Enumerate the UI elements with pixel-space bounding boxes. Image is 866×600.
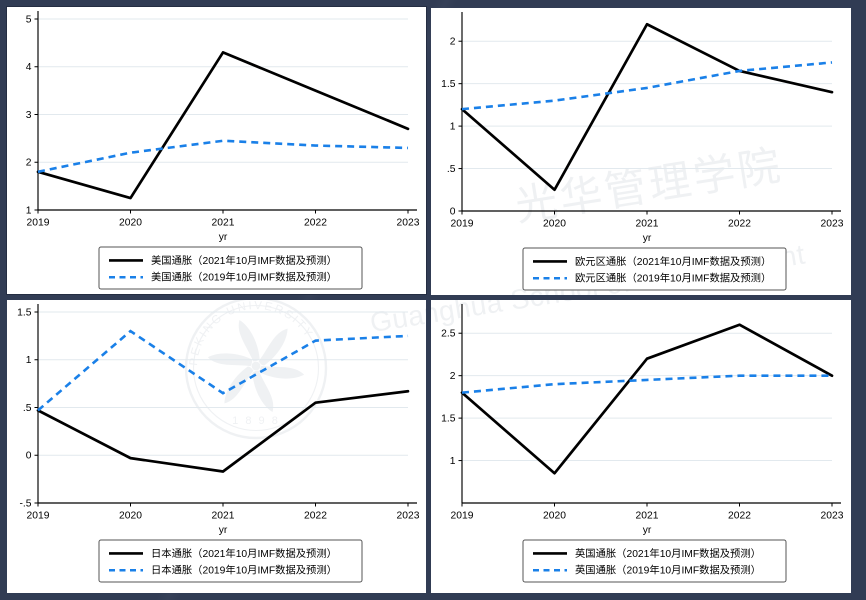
svg-text:2021: 2021: [636, 511, 659, 522]
svg-text:欧元区通胀（2021年10月IMF数据及预测）: 欧元区通胀（2021年10月IMF数据及预测）: [575, 255, 771, 268]
svg-text:1.5: 1.5: [17, 307, 32, 318]
svg-text:.5: .5: [23, 403, 32, 414]
svg-text:yr: yr: [643, 525, 652, 536]
svg-text:yr: yr: [643, 233, 652, 244]
svg-text:5: 5: [26, 14, 32, 25]
svg-text:1: 1: [450, 456, 456, 467]
svg-text:2023: 2023: [821, 219, 844, 230]
svg-text:1.5: 1.5: [441, 79, 456, 90]
svg-text:2023: 2023: [821, 511, 844, 522]
svg-text:2: 2: [26, 158, 32, 169]
svg-text:2020: 2020: [119, 218, 142, 229]
svg-text:2019: 2019: [451, 511, 474, 522]
svg-text:2023: 2023: [397, 511, 420, 522]
svg-text:1: 1: [450, 121, 456, 132]
svg-text:1: 1: [26, 205, 32, 216]
svg-text:-.5: -.5: [19, 498, 31, 509]
svg-text:yr: yr: [219, 232, 228, 243]
svg-text:3: 3: [26, 110, 32, 121]
svg-text:美国通胀（2021年10月IMF数据及预测）: 美国通胀（2021年10月IMF数据及预测）: [151, 254, 337, 267]
svg-text:2020: 2020: [119, 511, 142, 522]
svg-text:1.5: 1.5: [441, 413, 456, 424]
svg-text:日本通胀（2019年10月IMF数据及预测）: 日本通胀（2019年10月IMF数据及预测）: [151, 564, 337, 577]
svg-text:美国通胀（2019年10月IMF数据及预测）: 美国通胀（2019年10月IMF数据及预测）: [151, 271, 337, 284]
svg-text:欧元区通胀（2019年10月IMF数据及预测）: 欧元区通胀（2019年10月IMF数据及预测）: [575, 272, 771, 285]
svg-text:.5: .5: [447, 164, 456, 175]
svg-text:2020: 2020: [543, 219, 566, 230]
svg-text:1: 1: [26, 355, 32, 366]
svg-text:2022: 2022: [728, 511, 751, 522]
svg-text:2: 2: [450, 371, 456, 382]
svg-text:2021: 2021: [636, 219, 659, 230]
svg-text:2019: 2019: [27, 511, 50, 522]
svg-text:2021: 2021: [212, 218, 235, 229]
svg-text:2019: 2019: [451, 219, 474, 230]
svg-text:英国通胀（2019年10月IMF数据及预测）: 英国通胀（2019年10月IMF数据及预测）: [575, 564, 761, 577]
svg-text:2020: 2020: [543, 511, 566, 522]
svg-text:日本通胀（2021年10月IMF数据及预测）: 日本通胀（2021年10月IMF数据及预测）: [151, 547, 337, 560]
svg-text:4: 4: [26, 62, 32, 73]
svg-text:2021: 2021: [212, 511, 235, 522]
svg-text:2: 2: [450, 37, 456, 48]
svg-text:0: 0: [450, 206, 456, 217]
svg-text:英国通胀（2021年10月IMF数据及预测）: 英国通胀（2021年10月IMF数据及预测）: [575, 547, 761, 560]
svg-text:yr: yr: [219, 525, 228, 536]
svg-text:2022: 2022: [728, 219, 751, 230]
svg-text:1 8 9 8: 1 8 9 8: [232, 415, 280, 427]
svg-text:2022: 2022: [304, 218, 327, 229]
svg-text:2.5: 2.5: [441, 329, 456, 340]
svg-text:2023: 2023: [397, 218, 420, 229]
svg-text:2022: 2022: [304, 511, 327, 522]
svg-text:0: 0: [26, 451, 32, 462]
svg-text:2019: 2019: [27, 218, 50, 229]
